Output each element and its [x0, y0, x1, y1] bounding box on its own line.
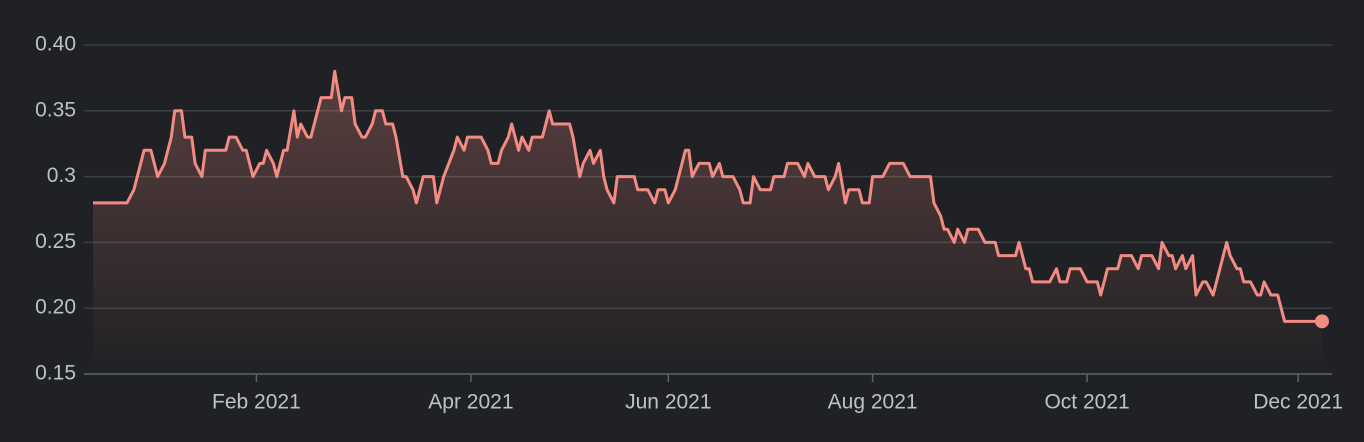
y-tick-label: 0.20 [35, 296, 76, 319]
y-tick-label: 0.40 [35, 33, 76, 56]
y-tick-label: 0.3 [47, 164, 76, 187]
x-tick-label: Apr 2021 [428, 391, 513, 414]
y-tick-label: 0.35 [35, 98, 76, 121]
x-tick-label: Jun 2021 [625, 391, 711, 414]
x-tick-label: Dec 2021 [1253, 391, 1343, 414]
y-tick-label: 0.15 [35, 362, 76, 385]
x-tick-label: Aug 2021 [828, 391, 918, 414]
y-tick-label: 0.25 [35, 230, 76, 253]
end-dot [1315, 314, 1329, 329]
x-tick-label: Feb 2021 [212, 391, 301, 414]
area [93, 71, 1322, 375]
line [93, 69, 1322, 323]
x-tick-label: Oct 2021 [1044, 391, 1129, 414]
